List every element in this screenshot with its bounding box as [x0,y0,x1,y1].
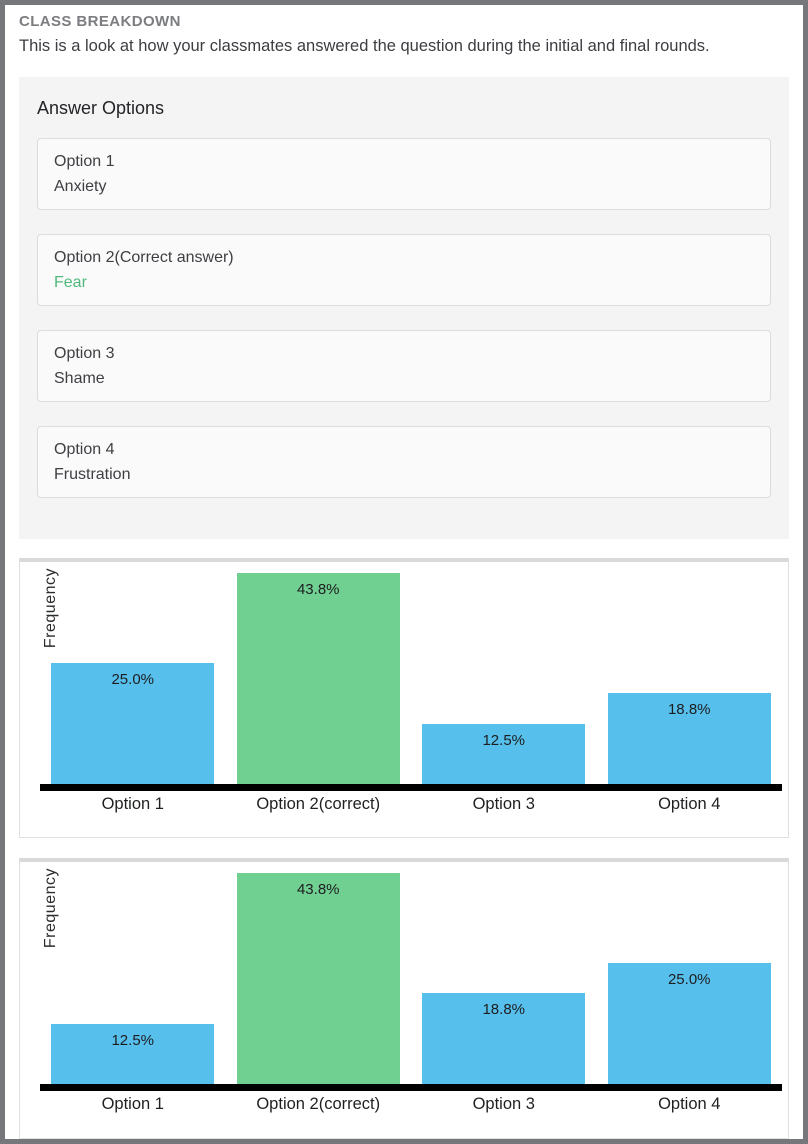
bar-value-label: 43.8% [296,881,340,898]
option-label: Option 1 [54,153,115,170]
option-label: Option 4 [54,441,115,458]
answer-options-panel: Answer Options Option 1 Anxiety Option 2… [19,77,789,539]
option-value: Frustration [54,466,131,483]
bar-3: 18.8% [422,993,586,1084]
x-axis-line [40,1084,782,1091]
bar-column-4: 25.0% [597,864,783,1084]
option-card-2-correct: Option 2(Correct answer) Fear [37,234,771,306]
bar-value-label: 12.5% [482,732,526,749]
x-axis-labels: Option 1 Option 2(correct) Option 3 Option … [40,1091,782,1114]
bars-container: 12.5% 43.8% 18.8% 25.0% [40,864,782,1084]
y-axis-label: Frequency [42,868,59,949]
option-card-4: Option 4 Frustration [37,426,771,498]
option-card-3: Option 3 Shame [37,330,771,402]
option-value: Shame [54,370,105,387]
bar-value-label: 18.8% [482,1001,526,1018]
option-card-1: Option 1 Anxiety [37,138,771,210]
bar-column-3: 12.5% [411,564,597,784]
x-axis-category-label: Option 2(correct) [256,1095,381,1113]
option-label: Option 2(Correct answer) [54,249,234,266]
plot-area: 25.0% 43.8% 12.5% 18.8% Option 1 Option 2(co… [40,564,782,814]
page-content: CLASS BREAKDOWN This is a look at how yo… [5,5,803,539]
option-label: Option 3 [54,345,115,362]
bar-4: 25.0% [607,963,771,1084]
bar-value-label: 18.8% [667,701,711,718]
x-axis-category-label: Option 2(correct) [256,795,381,813]
bar-column-1: 12.5% [40,864,226,1084]
x-axis-category-label: Option 3 [472,795,535,813]
bar-value-label: 43.8% [296,581,340,598]
bar-value-label: 12.5% [111,1032,155,1049]
page-description: This is a look at how your classmates an… [19,37,710,55]
bar-1: 12.5% [51,1024,215,1084]
correct-answer-bar-2: 43.8% [236,573,400,784]
plot-area: 12.5% 43.8% 18.8% 25.0% Option 1 Option 2(co… [40,864,782,1114]
x-axis-category-label: Option 1 [101,1095,164,1113]
bars-container: 25.0% 43.8% 12.5% 18.8% [40,564,782,784]
bar-value-label: 25.0% [111,671,155,688]
bar-3: 12.5% [422,724,586,784]
bar-column-4: 18.8% [597,564,783,784]
answer-options-heading: Answer Options [37,98,165,118]
y-axis-label: Frequency [42,568,59,649]
x-axis-labels: Option 1 Option 2(correct) Option 3 Option … [40,791,782,814]
x-axis-category-label: Option 4 [658,1095,721,1113]
x-axis-category-label: Option 1 [101,795,164,813]
bar-column-2: 43.8% [226,564,412,784]
option-value-correct: Fear [54,274,87,291]
correct-answer-bar-2: 43.8% [236,873,400,1084]
bar-value-label: 25.0% [667,971,711,988]
option-value: Anxiety [54,178,107,195]
bar-column-2: 43.8% [226,864,412,1084]
bar-column-3: 18.8% [411,864,597,1084]
x-axis-line [40,784,782,791]
bar-column-1: 25.0% [40,564,226,784]
x-axis-category-label: Option 3 [472,1095,535,1113]
page-title: CLASS BREAKDOWN [19,13,181,30]
x-axis-category-label: Option 4 [658,795,721,813]
bar-1: 25.0% [51,663,215,784]
bar-4: 18.8% [607,693,771,784]
